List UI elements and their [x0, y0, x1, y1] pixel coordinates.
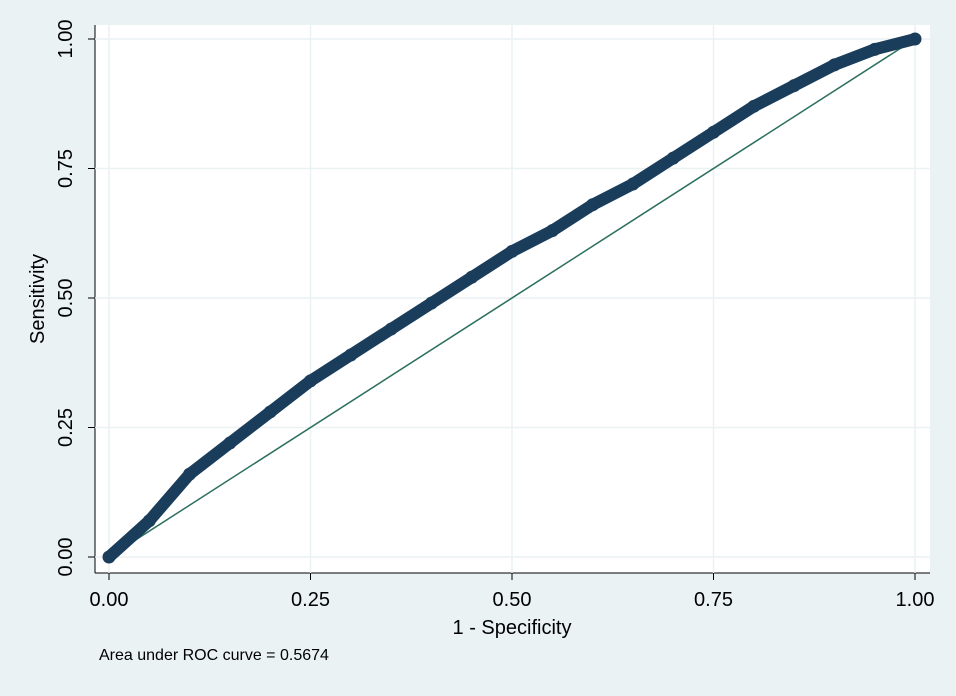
- x-tick-label: 0.25: [291, 589, 330, 611]
- roc-point: [505, 244, 519, 258]
- y-axis-label: Sensitivity: [27, 254, 49, 344]
- roc-point: [586, 198, 600, 212]
- roc-point: [626, 177, 640, 191]
- roc-point: [908, 32, 922, 46]
- roc-point: [787, 79, 801, 93]
- roc-point: [384, 322, 398, 336]
- roc-point: [183, 467, 197, 481]
- roc-point: [223, 436, 237, 450]
- reference-line: [108, 38, 916, 558]
- roc-point: [747, 99, 761, 113]
- roc-point: [344, 348, 358, 362]
- roc-point: [142, 514, 156, 528]
- y-tick-label: 0.25: [55, 408, 77, 447]
- x-tick-label: 0.00: [90, 589, 129, 611]
- roc-point: [707, 125, 720, 139]
- roc-point: [424, 296, 438, 310]
- roc-point: [868, 42, 882, 56]
- x-tick-label: 0.75: [694, 589, 733, 611]
- roc-point: [465, 270, 479, 284]
- y-tick-label: 0.00: [55, 538, 77, 577]
- roc-point: [102, 550, 116, 564]
- x-tick-label: 0.50: [493, 589, 532, 611]
- roc-point: [545, 224, 559, 238]
- y-tick-label: 1.00: [55, 20, 77, 59]
- y-tick-label: 0.50: [55, 279, 77, 318]
- roc-point: [666, 151, 680, 165]
- y-tick-label: 0.75: [55, 149, 77, 188]
- note: Area under ROC curve = 0.5674: [99, 647, 329, 664]
- x-tick-label: 1.00: [896, 589, 935, 611]
- x-axis-label: 1 - Specificity: [453, 617, 572, 639]
- roc-point: [304, 374, 317, 388]
- roc-point: [827, 58, 841, 72]
- roc-point: [263, 405, 277, 419]
